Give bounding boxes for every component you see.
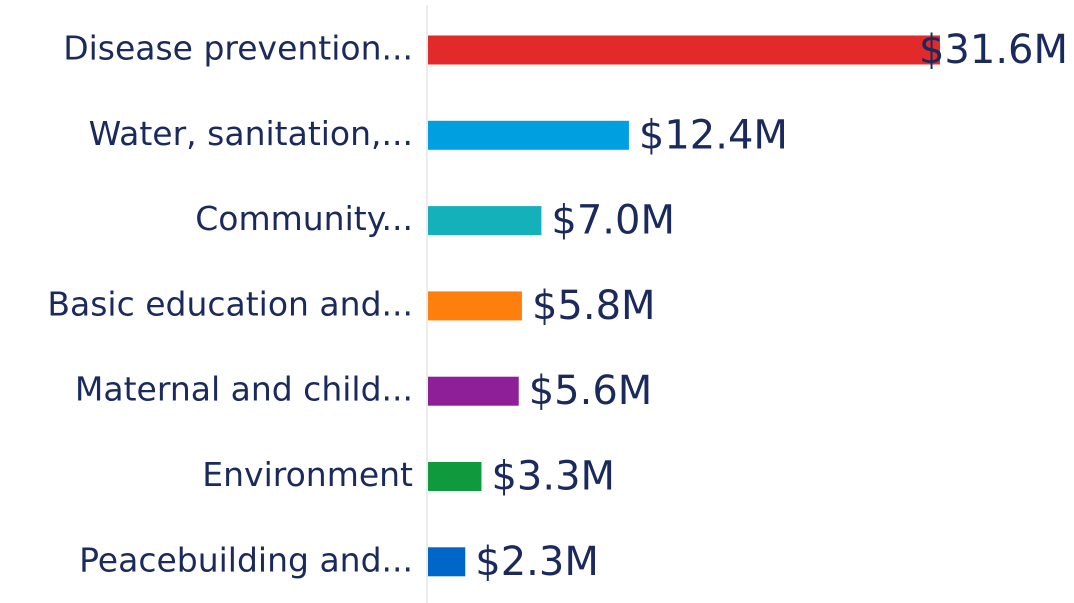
category-label: Maternal and child... — [75, 370, 413, 409]
bar — [428, 120, 629, 150]
category-label: Peacebuilding and... — [79, 540, 413, 579]
value-label: $2.3M — [475, 539, 599, 585]
category-label: Water, sanitation,... — [89, 114, 413, 153]
value-label: $7.0M — [551, 198, 675, 244]
value-label: $31.6M — [919, 27, 1068, 73]
bar — [428, 462, 482, 491]
bar — [428, 291, 522, 321]
category-label: Community... — [195, 199, 413, 238]
value-label: $5.6M — [529, 368, 653, 414]
value-label: $3.3M — [491, 454, 615, 500]
category-label: Disease prevention... — [63, 29, 413, 68]
bar — [428, 35, 940, 65]
bar — [428, 376, 519, 406]
category-label: Basic education and... — [47, 284, 413, 323]
bar — [428, 206, 542, 236]
bar — [428, 547, 466, 577]
value-label: $5.8M — [532, 283, 656, 329]
value-label: $12.4M — [639, 112, 788, 158]
category-label: Environment — [202, 455, 413, 494]
